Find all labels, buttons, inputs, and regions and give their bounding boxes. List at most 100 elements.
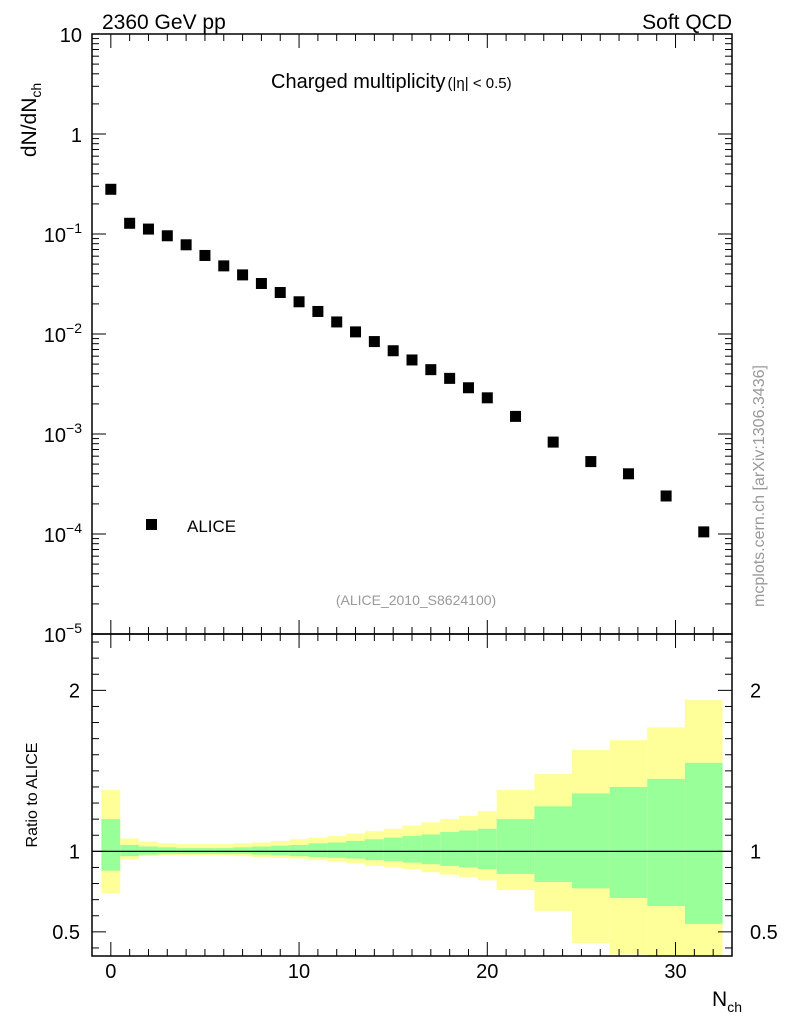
- side-watermark: mcplots.cern.ch [arXiv:1306.3436]: [751, 365, 768, 607]
- data-point-marker: [510, 410, 522, 422]
- ratio-y-tick-label-right: 1: [750, 841, 761, 863]
- ratio-panel: 0.5 0.51 12 20 10 20 30 Ratio to ALICE Nch: [24, 633, 778, 1015]
- main-frame: [91, 33, 733, 635]
- ratio-inner-band: [289, 844, 309, 857]
- ratio-inner-band: [477, 828, 497, 870]
- ratio-inner-band: [534, 806, 572, 882]
- data-point-marker: [444, 372, 456, 384]
- x-tick-label: 20: [476, 961, 498, 983]
- analysis-watermark: (ALICE_2010_S8624100): [336, 592, 496, 608]
- main-y-tick-label: 1: [71, 125, 82, 147]
- data-point-marker: [585, 456, 597, 468]
- ratio-inner-band: [157, 847, 177, 854]
- ratio-inner-band: [120, 844, 140, 857]
- data-point-marker: [481, 392, 493, 404]
- main-title-text: Charged multiplicity: [271, 71, 446, 93]
- data-point-marker: [218, 260, 230, 272]
- main-y-tick-label-exponent: −1: [66, 220, 82, 236]
- main-data-markers: [105, 183, 710, 538]
- legend-label: ALICE: [187, 517, 236, 536]
- main-y-axis-label-text: dN/dN: [18, 98, 41, 158]
- x-axis-label-text: N: [712, 988, 727, 1011]
- data-point-marker: [293, 296, 305, 308]
- main-y-tick-label: 10−4: [44, 520, 82, 547]
- ratio-y-tick-label-right: 0.5: [750, 922, 778, 944]
- ratio-inner-band: [308, 843, 328, 857]
- main-y-tick-label-exponent: −3: [66, 420, 82, 436]
- main-y-tick-label-base: 10: [44, 625, 66, 647]
- x-tick-label: 30: [664, 961, 686, 983]
- legend-marker: [146, 519, 157, 530]
- ratio-inner-band: [440, 832, 460, 866]
- data-point-marker: [312, 305, 324, 317]
- x-axis-label: Nch: [712, 988, 742, 1015]
- ratio-y-tick-label-left: 2: [69, 680, 80, 702]
- ratio-inner-band: [346, 840, 365, 859]
- ratio-inner-band: [647, 778, 685, 907]
- header-right-label: Soft QCD: [642, 11, 732, 34]
- main-title-suffix: (|η| < 0.5): [448, 75, 512, 92]
- data-point-marker: [180, 239, 192, 251]
- ratio-y-tick-label-left: 0.5: [52, 922, 80, 944]
- data-point-marker: [425, 364, 437, 376]
- data-point-marker: [698, 526, 710, 538]
- main-y-tick-label: 10−5: [44, 620, 82, 647]
- ratio-y-axis-label: Ratio to ALICE: [24, 743, 41, 848]
- ratio-y-tick-label-left: 1: [69, 841, 80, 863]
- ratio-inner-band: [402, 836, 422, 863]
- ratio-y-tick-label-right: 2: [750, 680, 761, 702]
- data-point-marker: [350, 326, 362, 338]
- data-point-marker: [368, 336, 380, 348]
- data-point-marker: [331, 316, 343, 328]
- data-point-marker: [660, 490, 672, 502]
- ratio-frame: [91, 633, 733, 957]
- ratio-inner-band: [609, 786, 648, 899]
- main-y-tick-label: 10: [60, 25, 82, 47]
- data-point-marker: [622, 468, 634, 480]
- ratio-bands: [101, 700, 723, 956]
- data-point-marker: [142, 223, 154, 235]
- data-point-marker: [105, 183, 117, 195]
- main-y-tick-label-exponent: −2: [66, 320, 82, 336]
- main-y-tick-label-base: 10: [44, 325, 66, 347]
- ratio-inner-band: [572, 793, 610, 889]
- ratio-inner-band: [459, 830, 478, 868]
- ratio-inner-band: [327, 842, 347, 858]
- data-point-marker: [387, 345, 399, 357]
- data-point-marker: [199, 249, 211, 261]
- main-y-axis-label: dN/dNch: [18, 83, 44, 157]
- header-left-label: 2360 GeV pp: [102, 11, 226, 34]
- ratio-inner-band: [364, 839, 384, 861]
- main-y-tick-label-base: 10: [44, 525, 66, 547]
- ratio-inner-band: [139, 846, 158, 855]
- ratio-axis-ticks: [91, 634, 733, 956]
- x-tick-label: 10: [288, 961, 310, 983]
- ratio-inner-band: [233, 847, 252, 854]
- data-point-marker: [406, 354, 418, 366]
- main-y-tick-label: 10−2: [44, 320, 82, 347]
- ratio-inner-band: [252, 846, 271, 855]
- data-point-marker: [255, 277, 267, 289]
- main-y-axis-label-sub: ch: [28, 83, 44, 98]
- main-title: Charged multiplicity (|η| < 0.5): [271, 71, 512, 93]
- main-y-tick-label-exponent: −5: [66, 620, 82, 636]
- ratio-tick-labels: 0.5 0.51 12 20 10 20 30: [52, 680, 778, 983]
- data-point-marker: [237, 269, 249, 281]
- main-axis-ticks: [91, 33, 733, 635]
- x-tick-label: 0: [105, 961, 116, 983]
- ratio-inner-band: [383, 837, 403, 862]
- data-point-marker: [547, 436, 559, 448]
- data-point-marker: [124, 217, 136, 229]
- main-y-tick-label-exponent: −4: [66, 520, 82, 536]
- ratio-inner-band: [496, 819, 535, 874]
- ratio-inner-band: [421, 834, 441, 865]
- data-point-marker: [462, 382, 474, 394]
- main-y-tick-label-base: 10: [44, 225, 66, 247]
- ratio-inner-band: [101, 819, 121, 871]
- main-y-tick-label: 10−1: [44, 220, 82, 247]
- x-axis-label-sub: ch: [727, 999, 742, 1015]
- main-y-tick-label: 10−3: [44, 420, 82, 447]
